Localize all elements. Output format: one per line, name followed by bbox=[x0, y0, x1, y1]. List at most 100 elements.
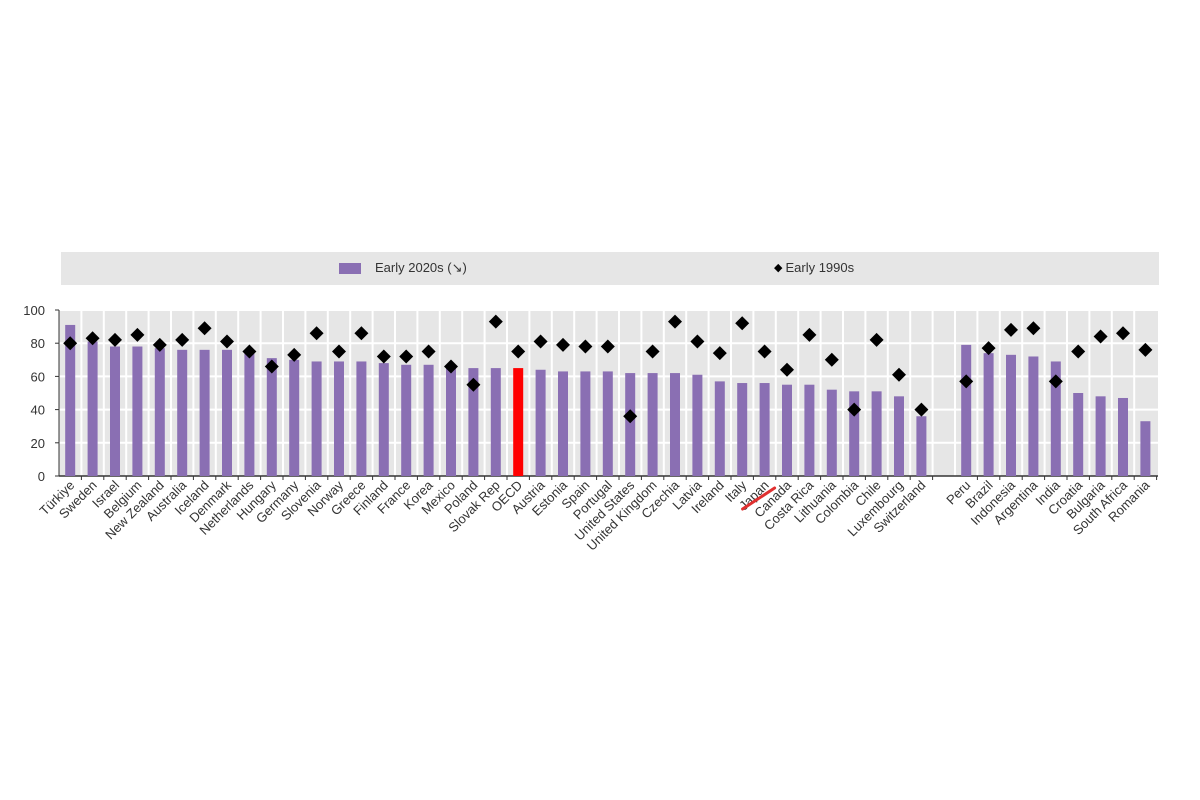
bar-poland bbox=[468, 368, 479, 476]
marker-united-states bbox=[623, 409, 638, 424]
marker-peru bbox=[959, 374, 974, 389]
bar-bulgaria bbox=[1095, 396, 1106, 476]
marker-argentina bbox=[1026, 321, 1041, 336]
marker-slovenia bbox=[309, 326, 324, 341]
marker-iceland bbox=[197, 321, 212, 336]
marker-south-africa bbox=[1116, 326, 1130, 341]
legend-item-early-2020s: Early 2020s (↘) bbox=[339, 260, 467, 276]
marker-lithuania bbox=[824, 352, 839, 367]
bar-portugal bbox=[602, 371, 613, 476]
marker-latvia bbox=[690, 334, 705, 349]
marker-croatia bbox=[1071, 344, 1086, 359]
bar-czechia bbox=[670, 373, 680, 476]
y-tick-label: 80 bbox=[31, 336, 45, 351]
bar-latvia bbox=[692, 374, 703, 476]
marker-portugal bbox=[600, 339, 615, 354]
marker-ireland bbox=[712, 346, 727, 361]
bar-italy bbox=[737, 383, 748, 476]
marker-finland bbox=[376, 349, 391, 364]
marker-australia bbox=[175, 332, 190, 347]
legend-diamond-icon: ◆ bbox=[774, 262, 783, 274]
marker-costa-rica bbox=[802, 327, 817, 342]
marker-france bbox=[399, 349, 414, 364]
bar-peru bbox=[961, 344, 972, 476]
bar-indonesia bbox=[1006, 354, 1016, 476]
bar-argentina bbox=[1028, 356, 1039, 476]
bar-costa-rica bbox=[804, 384, 815, 476]
bar-spain bbox=[580, 371, 591, 476]
bar-canada bbox=[782, 384, 792, 476]
bar-austria bbox=[535, 369, 546, 476]
marker-new-zealand bbox=[152, 337, 167, 352]
bar-australia bbox=[177, 349, 188, 476]
bar-sweden bbox=[87, 341, 98, 476]
bar-croatia bbox=[1073, 393, 1084, 476]
bar-switzerland bbox=[916, 416, 927, 476]
marker-norway bbox=[332, 344, 346, 359]
bar-lithuania bbox=[826, 389, 837, 476]
marker-austria bbox=[533, 334, 548, 349]
marker-romania bbox=[1138, 342, 1153, 357]
marker-czechia bbox=[668, 314, 682, 329]
y-tick-label: 20 bbox=[31, 436, 45, 451]
marker-canada bbox=[780, 362, 794, 377]
bar-hungary bbox=[266, 358, 277, 476]
bar-slovenia bbox=[311, 361, 322, 476]
strikethrough-mark bbox=[741, 486, 777, 511]
bar-slovak-rep bbox=[490, 368, 501, 476]
marker-italy bbox=[735, 316, 750, 331]
marker-greece bbox=[354, 326, 369, 341]
marker-estonia bbox=[556, 337, 570, 352]
marker-switzerland bbox=[914, 402, 929, 417]
y-tick-label: 60 bbox=[31, 369, 45, 384]
bar-france bbox=[401, 364, 412, 476]
marker-chile bbox=[869, 332, 884, 347]
bar-korea bbox=[423, 364, 434, 476]
bar-denmark bbox=[222, 349, 232, 476]
bar-united-kingdom bbox=[647, 373, 658, 476]
marker-colombia bbox=[847, 402, 862, 417]
y-tick-label: 0 bbox=[38, 469, 45, 484]
bar-brazil bbox=[983, 353, 994, 476]
legend: Early 2020s (↘) ◆ Early 1990s bbox=[61, 252, 1159, 285]
bar-oecd bbox=[513, 368, 524, 476]
marker-israel bbox=[108, 332, 122, 347]
marker-oecd bbox=[511, 344, 526, 359]
bar-belgium bbox=[132, 346, 143, 476]
marker-netherlands bbox=[242, 344, 257, 359]
marker-hungary bbox=[264, 359, 279, 374]
y-tick-label: 40 bbox=[31, 403, 45, 418]
marker-türkiye bbox=[63, 336, 78, 351]
bar-romania bbox=[1140, 421, 1151, 476]
legend-label-early-2020s: Early 2020s (↘) bbox=[375, 260, 467, 275]
bar-mexico bbox=[446, 366, 456, 476]
bar-netherlands bbox=[244, 353, 255, 476]
bar-colombia bbox=[849, 391, 860, 476]
marker-poland bbox=[466, 377, 481, 392]
marker-bulgaria bbox=[1093, 329, 1108, 344]
marker-slovak-rep bbox=[488, 314, 503, 329]
marker-india bbox=[1048, 374, 1063, 389]
bar-germany bbox=[289, 359, 300, 476]
bar-finland bbox=[378, 363, 389, 476]
bar-norway bbox=[334, 361, 344, 476]
bar-south-africa bbox=[1118, 397, 1128, 476]
marker-belgium bbox=[130, 327, 145, 342]
bar-united-states bbox=[625, 373, 636, 476]
bar-israel bbox=[110, 346, 120, 476]
bar-estonia bbox=[558, 371, 568, 476]
marker-japan bbox=[757, 344, 772, 359]
bar-new-zealand bbox=[154, 348, 165, 476]
marker-spain bbox=[578, 339, 593, 354]
y-tick-label: 100 bbox=[23, 303, 45, 318]
marker-korea bbox=[421, 344, 436, 359]
marker-sweden bbox=[85, 331, 100, 346]
bar-türkiye bbox=[65, 324, 76, 476]
bar-chile bbox=[871, 391, 882, 476]
bar-iceland bbox=[199, 349, 210, 476]
marker-indonesia bbox=[1004, 322, 1018, 337]
marker-denmark bbox=[220, 334, 234, 349]
legend-swatch-bar bbox=[339, 262, 361, 274]
marker-brazil bbox=[981, 341, 996, 356]
